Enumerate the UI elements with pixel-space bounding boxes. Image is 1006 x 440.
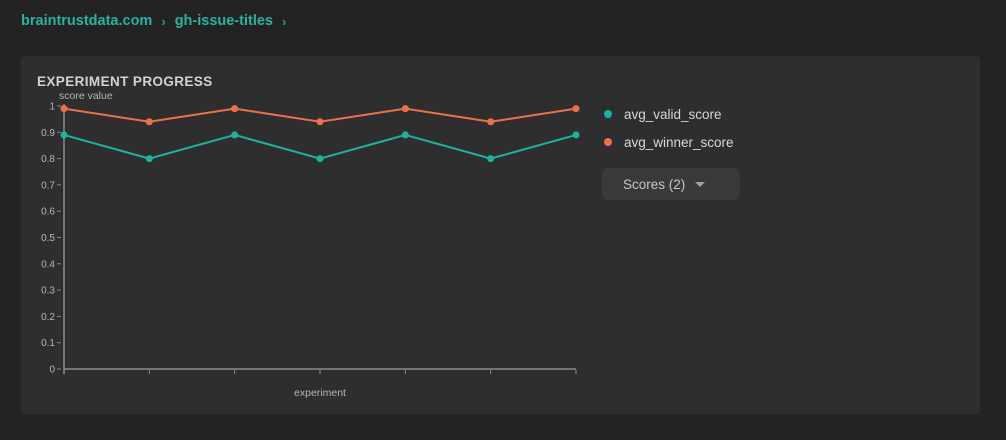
y-tick-label: 0.5 — [41, 233, 55, 244]
data-point-avg_valid_score[interactable] — [231, 131, 239, 139]
y-tick-label: 0.1 — [41, 338, 55, 349]
scores-dropdown-button[interactable]: Scores (2) — [602, 168, 740, 200]
y-tick-label: 0.8 — [41, 154, 55, 165]
legend-item-avg-winner-score[interactable]: avg_winner_score — [604, 131, 734, 153]
y-tick-label: 0.2 — [41, 312, 55, 323]
data-point-avg_winner_score[interactable] — [572, 105, 580, 113]
data-point-avg_winner_score[interactable] — [231, 105, 239, 113]
y-tick-label: 0.4 — [41, 259, 55, 270]
data-point-avg_valid_score[interactable] — [60, 131, 68, 139]
legend-item-avg-valid-score[interactable]: avg_valid_score — [604, 103, 722, 125]
breadcrumb: braintrustdata.com › gh-issue-titles › — [21, 13, 286, 29]
data-point-avg_winner_score[interactable] — [316, 118, 324, 126]
data-point-avg_valid_score[interactable] — [487, 155, 495, 163]
breadcrumb-separator-icon: › — [281, 13, 287, 29]
data-point-avg_valid_score[interactable] — [401, 131, 409, 139]
breadcrumb-separator-icon: › — [161, 13, 166, 29]
chevron-down-icon — [695, 181, 706, 187]
line-chart: 0 0.1 0.2 0.3 0.4 0.5 0.6 0.7 0.8 0.9 1 score value… — [41, 90, 580, 399]
data-point-avg_valid_score[interactable] — [572, 131, 580, 139]
data-point-avg_winner_score[interactable] — [401, 105, 409, 113]
data-point-avg_winner_score[interactable] — [145, 118, 153, 126]
y-tick-label: 1 — [49, 102, 55, 113]
breadcrumb-org-link[interactable]: braintrustdata.com — [21, 13, 153, 29]
y-tick-label: 0.3 — [41, 286, 55, 297]
x-axis-title: experiment — [294, 387, 346, 399]
legend-dot-orange-icon — [604, 138, 612, 146]
legend-dot-teal-icon — [604, 110, 612, 118]
series-line-avg_valid_score — [63, 133, 577, 160]
legend-label: avg_valid_score — [624, 106, 722, 122]
data-point-avg_winner_score[interactable] — [60, 105, 68, 113]
scores-dropdown-label: Scores (2) — [623, 176, 686, 192]
y-tick-label: 0.6 — [41, 207, 55, 218]
y-tick-label: 0 — [49, 365, 55, 376]
breadcrumb-project-link[interactable]: gh-issue-titles — [174, 13, 273, 29]
card-title: EXPERIMENT PROGRESS — [37, 74, 213, 89]
data-point-avg_winner_score[interactable] — [487, 118, 495, 126]
data-point-avg_valid_score[interactable] — [316, 155, 324, 163]
legend-label: avg_winner_score — [624, 134, 734, 150]
y-tick-label: 0.7 — [41, 180, 55, 191]
y-axis-title: score value — [59, 90, 113, 102]
data-point-avg_valid_score[interactable] — [145, 155, 153, 163]
experiment-progress-card: EXPERIMENT PROGRESS 0 0.1 0.2 0.3 0.4 0.5 0.6 0… — [21, 56, 980, 414]
y-tick-label: 0.9 — [41, 128, 55, 139]
